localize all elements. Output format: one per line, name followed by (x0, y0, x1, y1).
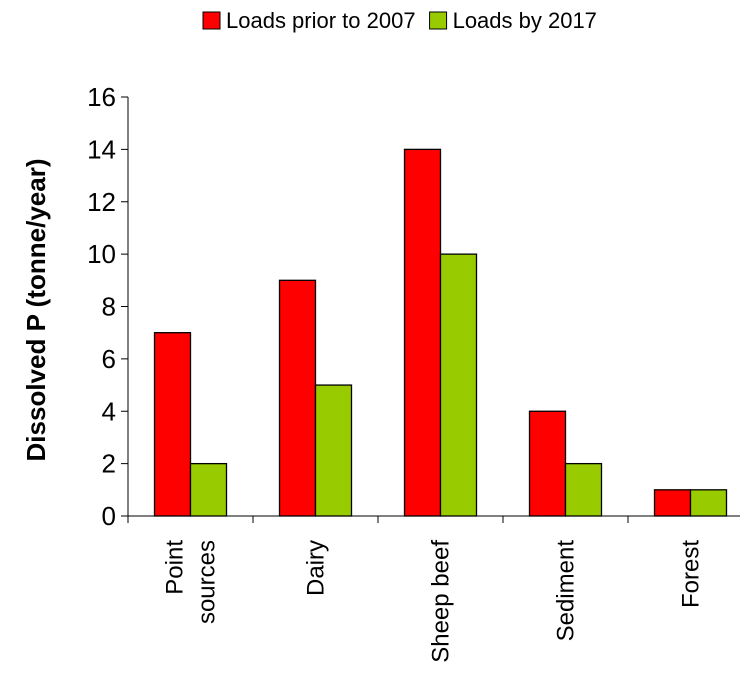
bar (153, 332, 192, 517)
axes (127, 97, 740, 523)
y-tick-label: 8 (102, 292, 116, 322)
y-tick-label: 6 (102, 344, 116, 374)
x-category-label: Point (162, 540, 189, 595)
y-tick-label: 16 (87, 82, 116, 112)
legend-swatch (202, 11, 221, 30)
y-tick-label: 10 (87, 239, 116, 269)
y-tick-label: 0 (102, 501, 116, 531)
bar (528, 410, 567, 517)
bar (278, 279, 317, 517)
legend: Loads prior to 2007 Loads by 2017 (202, 8, 597, 33)
bar (403, 148, 442, 517)
legend-label: Loads prior to 2007 (226, 8, 416, 33)
x-category-label: Dairy (303, 540, 330, 596)
x-category-label: Sediment (553, 540, 580, 642)
bar (439, 253, 478, 517)
y-tick-label: 12 (87, 187, 116, 217)
bar (314, 384, 353, 517)
bars (153, 148, 728, 517)
x-category-label: Forest (678, 540, 705, 608)
bar (189, 462, 228, 517)
legend-swatch (429, 11, 448, 30)
y-tick-label: 2 (102, 449, 116, 479)
y-tick-label: 4 (102, 396, 116, 426)
bar (564, 462, 603, 517)
x-category-label: sources (194, 540, 221, 624)
bar (653, 489, 692, 517)
y-tick-label: 14 (87, 134, 116, 164)
x-axis-labels: Point sources Dairy Sheep beef Sediment Fores… (162, 540, 705, 663)
y-axis-label: Dissolved P (tonne/year) (21, 159, 51, 462)
bar (689, 489, 728, 517)
y-axis-ticks: 0 2 4 6 8 10 12 14 16 (87, 82, 128, 531)
x-category-label: Sheep beef (428, 540, 455, 663)
legend-label: Loads by 2017 (453, 8, 597, 33)
